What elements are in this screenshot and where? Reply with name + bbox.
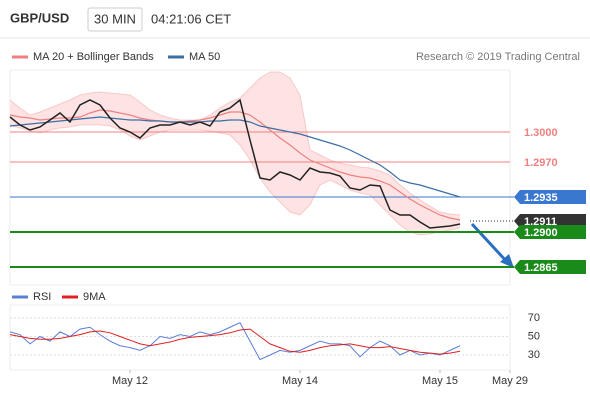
forecast-arrowhead bbox=[500, 254, 514, 268]
x-tick-label: May 15 bbox=[422, 375, 458, 387]
clock: 04:21:06 CET bbox=[151, 11, 231, 26]
level-label: 1.2935 bbox=[524, 192, 558, 204]
rsi-line bbox=[9, 328, 461, 355]
legend-label: MA 50 bbox=[189, 51, 220, 63]
forecast-arrow bbox=[470, 222, 510, 265]
legend-label: RSI bbox=[33, 291, 51, 303]
legend-label: 9MA bbox=[83, 291, 106, 303]
level-label: 1.2970 bbox=[524, 157, 558, 169]
x-tick-label: May 12 bbox=[112, 375, 148, 387]
level-box bbox=[514, 260, 586, 274]
interval-box bbox=[87, 7, 143, 32]
bollinger-band bbox=[10, 72, 460, 235]
level-box bbox=[514, 214, 586, 228]
rsi-frame bbox=[9, 304, 511, 371]
level-label: 1.2865 bbox=[524, 262, 558, 274]
source: Research © 2019 Trading Central bbox=[416, 51, 580, 63]
x-tick-label: May 14 bbox=[282, 375, 318, 387]
price-frame bbox=[9, 69, 511, 286]
price-line bbox=[9, 98, 461, 229]
level-label: 1.2911 bbox=[524, 216, 557, 228]
y-tick-label: 50 bbox=[528, 330, 540, 342]
interval: 30 MIN bbox=[94, 11, 136, 26]
chart-title: GBP/USD bbox=[10, 10, 69, 25]
rsi-line bbox=[9, 321, 461, 361]
level-box bbox=[514, 225, 586, 239]
legend-label: MA 20 + Bollinger Bands bbox=[33, 51, 154, 63]
ma-line bbox=[9, 116, 461, 198]
level-label: 1.3000 bbox=[524, 127, 558, 139]
y-tick-label: 70 bbox=[528, 312, 540, 324]
level-label: 1.2900 bbox=[524, 227, 558, 239]
band-edge bbox=[9, 71, 461, 216]
x-tick-label: May 29 bbox=[492, 375, 528, 387]
level-box bbox=[514, 190, 586, 204]
y-tick-label: 30 bbox=[528, 349, 540, 361]
ma-line bbox=[9, 109, 461, 221]
band-edge bbox=[9, 124, 461, 236]
